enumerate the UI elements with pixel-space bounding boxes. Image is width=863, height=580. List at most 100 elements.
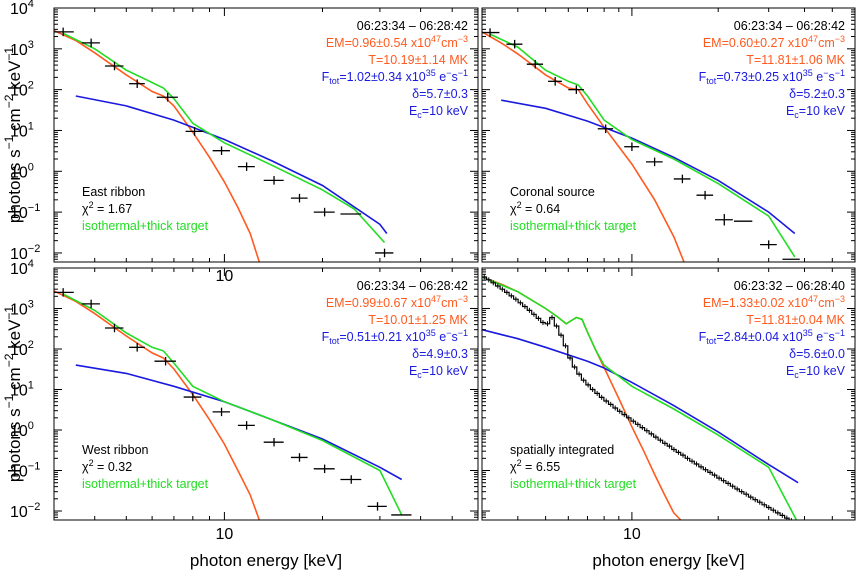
y-tick-base: 10 xyxy=(10,504,28,521)
y-axis-label-exponent: −2 xyxy=(2,353,16,367)
y-axis-label-text: cm xyxy=(5,108,24,135)
em-unit: cm xyxy=(441,296,458,310)
flux-unit-e-exponent: − xyxy=(446,68,451,78)
y-tick-exponent: −1 xyxy=(28,461,41,473)
y-tick-base: 10 xyxy=(10,302,28,319)
flux-exponent: 35 xyxy=(426,68,436,78)
y-tick-exponent: −1 xyxy=(28,202,41,214)
chi-symbol: χ xyxy=(82,460,89,474)
y-axis-label-exponent: −1 xyxy=(2,306,16,320)
total-model-line xyxy=(62,32,386,244)
y-tick-label: 103 xyxy=(10,299,34,319)
y-axis-label-exponent: −1 xyxy=(2,135,16,149)
fit-model-label: isothermal+thick target xyxy=(82,219,209,233)
source-label: spatially integrated xyxy=(510,443,614,457)
x-tick-label: 10 xyxy=(216,268,234,285)
em-exponent: 47 xyxy=(808,34,818,44)
y-axis-label: photons s−1 cm−2 keV−1 xyxy=(2,306,24,483)
total-model-line xyxy=(62,293,403,516)
y-tick-base: 10 xyxy=(10,423,28,440)
chi-square-label: χ2 = 6.55 xyxy=(510,458,560,474)
temperature-label: T=11.81±0.04 MK xyxy=(746,313,845,327)
y-tick-base: 10 xyxy=(10,464,28,481)
y-tick-label: 102 xyxy=(10,80,34,100)
y-axis-label-exponent: −1 xyxy=(2,394,16,408)
cutoff-subscript: c xyxy=(794,110,799,120)
flux-unit-e: e xyxy=(436,330,446,344)
flux-unit-s-exponent: −1 xyxy=(458,328,468,338)
panel-bottom-right: 10 photon energy [keV] 06:23:32 – 06:28:40… xyxy=(481,267,856,570)
cutoff-value: =10 keV xyxy=(799,364,846,378)
nonthermal-model-line xyxy=(501,99,796,235)
y-tick-base: 10 xyxy=(10,246,28,263)
cutoff-value: =10 keV xyxy=(422,364,469,378)
total-model-line xyxy=(489,33,796,258)
flux-symbol: F xyxy=(322,70,330,84)
y-axis-label-text: cm xyxy=(5,367,24,394)
cutoff-energy-label: Ec=10 keV xyxy=(409,104,469,120)
chi-exponent: 2 xyxy=(89,200,94,210)
emission-measure-label: EM=0.96±0.54 x1047cm−3 xyxy=(326,34,468,50)
flux-unit-s: s xyxy=(828,330,834,344)
em-unit-exponent: −3 xyxy=(458,294,468,304)
flux-exponent: 35 xyxy=(803,68,813,78)
cutoff-subscript: c xyxy=(417,110,422,120)
plot-area xyxy=(54,288,412,520)
em-unit-exponent: −3 xyxy=(458,34,468,44)
y-tick-label: 101 xyxy=(10,120,34,140)
y-tick-label: 10−2 xyxy=(10,501,40,521)
electron-flux-label: Ftot=1.02±0.34 x1035 e−s−1 xyxy=(322,68,468,86)
y-tick-base: 10 xyxy=(10,1,28,18)
em-value: EM=0.60±0.27 x10 xyxy=(703,36,808,50)
source-label: East ribbon xyxy=(82,185,145,199)
flux-value: =0.73±0.25 x10 xyxy=(716,70,802,84)
y-tick-label: 104 xyxy=(10,0,34,18)
flux-subscript: tot xyxy=(329,76,340,86)
em-value: EM=0.99±0.67 x10 xyxy=(326,296,431,310)
spectral-index-label: δ=4.9±0.3 xyxy=(412,347,468,361)
y-tick-label: 10−1 xyxy=(10,202,40,222)
source-label: Coronal source xyxy=(510,185,595,199)
chi-value: = 0.64 xyxy=(522,202,561,216)
em-unit-exponent: −3 xyxy=(835,34,845,44)
y-axis-label-text: keV xyxy=(5,319,24,354)
cutoff-subscript: c xyxy=(794,370,799,380)
panel-frame xyxy=(53,267,479,521)
chi-square-label: χ2 = 1.67 xyxy=(82,200,132,216)
nonthermal-model-line xyxy=(75,95,388,234)
flux-value: =2.84±0.04 x10 xyxy=(716,330,802,344)
y-axis-label-exponent: −2 xyxy=(2,94,16,108)
emission-measure-label: EM=1.33±0.02 x1047cm−3 xyxy=(703,294,845,310)
chi-square-label: χ2 = 0.32 xyxy=(82,458,132,474)
electron-flux-label: Ftot=0.73±0.25 x1035 e−s−1 xyxy=(699,68,845,86)
em-unit: cm xyxy=(818,296,835,310)
flux-symbol: F xyxy=(322,330,330,344)
thermal-model-line xyxy=(482,31,685,262)
cutoff-energy-label: Ec=10 keV xyxy=(786,104,846,120)
y-tick-base: 10 xyxy=(10,383,28,400)
y-tick-exponent: 2 xyxy=(28,339,34,351)
fit-model-label: isothermal+thick target xyxy=(510,477,637,491)
y-tick-exponent: 4 xyxy=(28,0,34,10)
y-tick-base: 10 xyxy=(10,42,28,59)
y-tick-label: 104 xyxy=(10,258,34,278)
chi-exponent: 2 xyxy=(89,458,94,468)
chi-symbol: χ xyxy=(510,460,517,474)
temperature-label: T=10.19±1.14 MK xyxy=(368,53,468,67)
flux-symbol: F xyxy=(699,330,707,344)
em-unit: cm xyxy=(441,36,458,50)
flux-unit-s-exponent: −1 xyxy=(458,68,468,78)
chi-value: = 1.67 xyxy=(94,202,133,216)
y-tick-exponent: 2 xyxy=(28,80,34,92)
flux-unit-e-exponent: − xyxy=(823,328,828,338)
flux-unit-s: s xyxy=(451,70,457,84)
x-axis-label: photon energy [keV] xyxy=(592,551,744,570)
cutoff-symbol: E xyxy=(409,104,417,118)
flux-subscript: tot xyxy=(706,76,717,86)
total-model-line xyxy=(482,276,798,520)
cutoff-energy-label: Ec=10 keV xyxy=(409,364,469,380)
y-axis-label-exponent: −1 xyxy=(2,47,16,61)
